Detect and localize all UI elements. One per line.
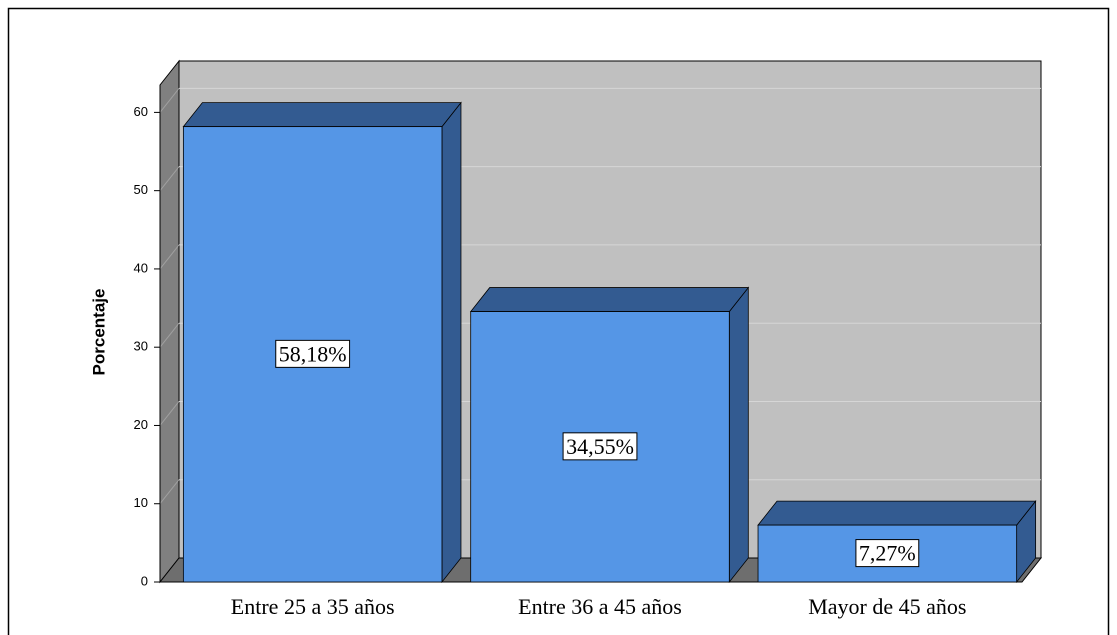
y-axis-label: Porcentaje <box>89 289 108 376</box>
bar <box>469 286 750 584</box>
grid-line <box>159 322 180 348</box>
bar <box>182 101 462 584</box>
value-label-box <box>275 339 351 368</box>
bar-top <box>182 102 462 128</box>
grid-line <box>159 479 180 505</box>
y-tick-label: 60 <box>134 104 148 119</box>
y-tick-label: 10 <box>134 495 148 510</box>
value-label: 34,55% <box>566 434 634 459</box>
grid-line <box>159 244 180 270</box>
grid-line <box>159 401 180 426</box>
x-tick-label: Entre 25 a 35 años <box>231 594 395 619</box>
value-label: 58,18% <box>279 341 347 366</box>
y-tick-label: 40 <box>134 260 148 275</box>
bar-top <box>469 287 750 312</box>
value-label-box <box>855 539 920 568</box>
y-tick-label: 0 <box>141 573 148 588</box>
grid-line <box>159 88 180 113</box>
y-tick-label: 50 <box>134 182 148 197</box>
x-tick-label: Mayor de 45 años <box>808 594 966 619</box>
y-tick-label: 20 <box>134 417 148 432</box>
value-label: 7,27% <box>859 541 916 566</box>
y-tick-label: 30 <box>134 339 148 354</box>
bar-top <box>757 500 1037 526</box>
bar-side <box>441 101 462 584</box>
side-wall <box>159 59 180 584</box>
x-tick-label: Entre 36 a 45 años <box>518 594 682 619</box>
value-label-box <box>562 432 638 461</box>
grid-line <box>159 166 180 191</box>
bar-side <box>728 286 749 584</box>
